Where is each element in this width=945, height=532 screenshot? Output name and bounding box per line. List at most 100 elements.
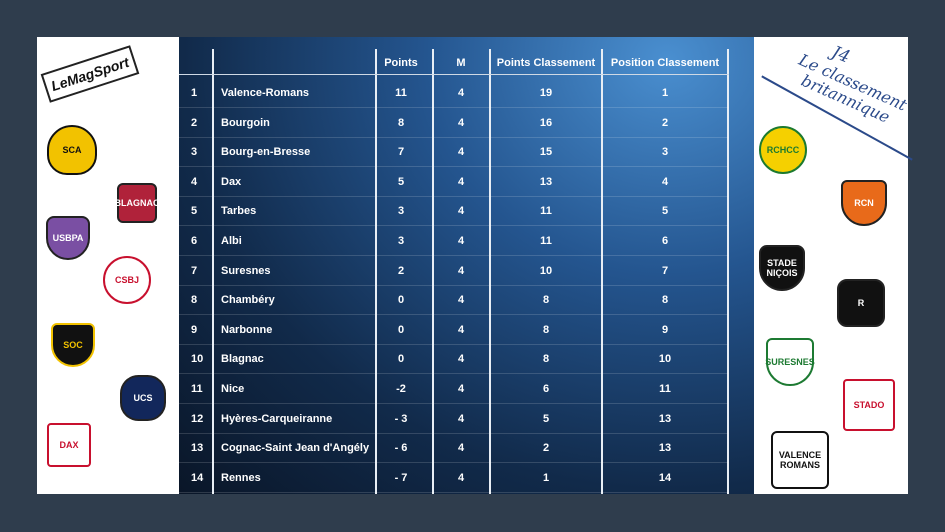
stat: 19: [539, 87, 553, 99]
stat: 11: [540, 235, 552, 247]
stat: 4: [457, 323, 465, 336]
rank: 10: [191, 353, 204, 366]
panel: LeMagSport J4 Le classement britannique …: [37, 37, 913, 494]
stat: 0: [397, 353, 405, 366]
team-logo: STADE NIÇOIS: [759, 245, 805, 291]
rank: 7: [191, 264, 198, 277]
team-logo: CSBJ: [103, 256, 151, 304]
team-logo: BLAGNAC: [115, 183, 160, 223]
stat: 4: [457, 412, 465, 425]
team-name: Rennes: [221, 471, 261, 484]
stat: 4: [457, 146, 465, 159]
stat: 4: [457, 471, 465, 484]
team-logo: SURESNES: [765, 338, 815, 386]
stat: 14: [658, 471, 672, 484]
stat: 4: [457, 353, 465, 366]
column-header: M: [456, 57, 466, 69]
stat: 8: [542, 353, 550, 366]
stat: 3: [397, 205, 405, 218]
team-name: Narbonne: [221, 323, 273, 336]
side-title: Le classement britannique: [795, 50, 910, 127]
row-rule: [179, 136, 729, 138]
stat: 5: [542, 412, 550, 425]
brand-logo: LeMagSport: [40, 45, 140, 103]
rank: 14: [191, 471, 204, 484]
team-name: Hyères-Carqueiranne: [221, 412, 333, 425]
row-rule: [179, 195, 729, 197]
column-rule: [375, 49, 377, 494]
stat: 6: [542, 383, 550, 395]
team-name: Nice: [221, 383, 245, 395]
stat: 8: [661, 294, 669, 307]
stat: 10: [539, 264, 553, 277]
rank: 6: [191, 235, 198, 247]
row-rule: [179, 403, 729, 404]
team-logo: RCHCC: [759, 126, 807, 174]
stat: 11: [659, 383, 671, 395]
column-rule: [727, 49, 729, 494]
team-logo: USBPA: [46, 216, 90, 260]
rank: 11: [191, 383, 203, 395]
team-logo: UCS: [120, 375, 166, 421]
team-logo: DAX: [47, 423, 91, 467]
column-rule: [489, 49, 491, 494]
team-name: Bourgoin: [221, 116, 270, 129]
row-rule: [179, 225, 729, 227]
column-header: Points Classement: [496, 57, 596, 69]
stat: 1: [661, 87, 669, 99]
stat: 6: [661, 235, 669, 247]
row-rule: [179, 373, 729, 375]
team-logo: VALENCE ROMANS: [771, 431, 829, 489]
stat: 4: [457, 294, 465, 307]
team-name: Tarbes: [221, 205, 257, 218]
rank: 3: [191, 146, 198, 159]
row-rule: [179, 491, 729, 493]
stat: 4: [457, 87, 465, 99]
team-logo: SOC: [51, 323, 95, 367]
stat: 0: [397, 294, 405, 307]
stat: 15: [539, 146, 553, 159]
column-header: Position Classement: [610, 57, 720, 69]
row-rule: [179, 343, 729, 345]
stat: 10: [658, 353, 672, 366]
stat: 3: [661, 146, 669, 159]
stat: 5: [397, 175, 405, 188]
team-name: Albi: [221, 235, 242, 247]
stat: 8: [542, 294, 550, 307]
stat: 16: [539, 116, 553, 129]
stat: 4: [457, 116, 465, 129]
stat: 4: [661, 175, 669, 188]
rank: 9: [191, 323, 198, 336]
stat: 8: [542, 323, 550, 336]
rank: 1: [191, 87, 198, 99]
team-logo: R: [837, 279, 885, 327]
stat: 5: [661, 205, 669, 218]
row-rule: [179, 462, 729, 464]
stat: 7: [397, 146, 405, 159]
stat: 9: [661, 323, 669, 336]
stat: 13: [658, 412, 672, 425]
team-name: Dax: [221, 175, 242, 188]
column-rule: [212, 49, 214, 494]
stat: 3: [397, 235, 405, 247]
stat: 0: [397, 323, 405, 336]
team-name: Chambéry: [221, 294, 275, 307]
stat: 13: [539, 175, 553, 188]
stat: -2: [396, 383, 406, 395]
stat: - 7: [394, 471, 408, 484]
team-name: Bourg-en-Bresse: [221, 146, 311, 159]
stat: 4: [457, 264, 465, 277]
team-name: Cognac-Saint Jean d'Angély: [221, 442, 370, 455]
table-area: [179, 37, 754, 494]
row-rule: [179, 255, 729, 256]
team-name: Valence-Romans: [221, 87, 310, 99]
stat: 2: [661, 116, 669, 129]
stat: 13: [658, 442, 672, 455]
header-rule: [179, 74, 729, 75]
team-name: Blagnac: [221, 353, 264, 366]
row-rule: [179, 166, 729, 168]
team-logo: STADO: [843, 379, 895, 431]
stat: 7: [661, 264, 669, 277]
team-logo: SCA: [47, 125, 97, 175]
stat: 8: [397, 116, 405, 129]
